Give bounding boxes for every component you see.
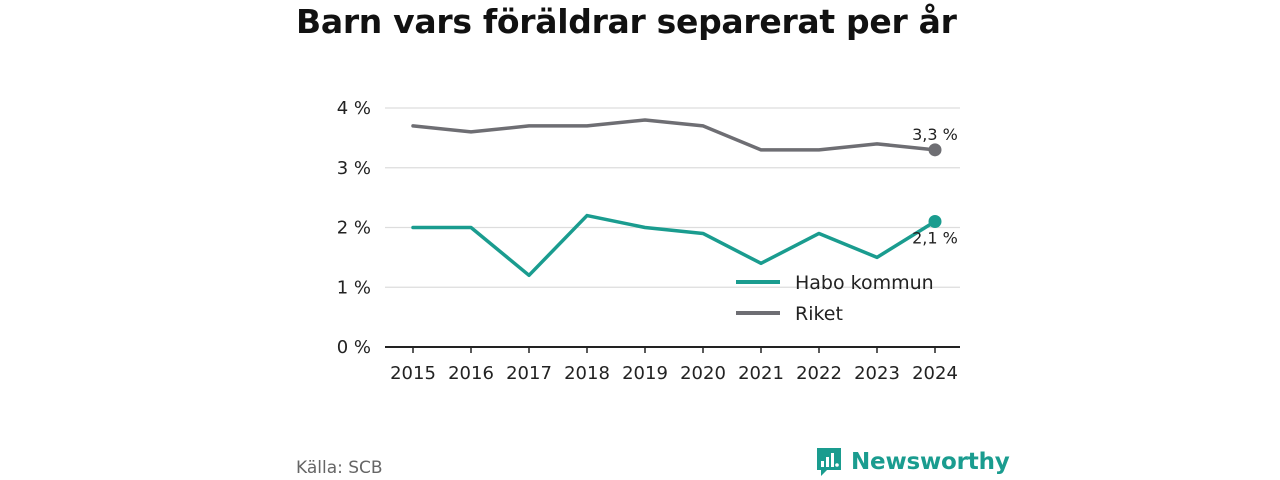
end-labels: 2,1 % 3,3 % <box>912 125 958 248</box>
x-tick-label: 2016 <box>448 363 494 384</box>
x-tick-label: 2015 <box>390 363 436 384</box>
x-tick-label: 2024 <box>912 363 958 384</box>
x-tick-label: 2019 <box>622 363 668 384</box>
end-label: 2,1 % <box>912 229 958 248</box>
x-tick-label: 2021 <box>738 363 784 384</box>
x-tick-label: 2023 <box>854 363 900 384</box>
end-point-2 <box>928 143 942 157</box>
y-tick-label: 0 % <box>337 337 371 358</box>
legend: Habo kommun Riket <box>736 272 934 325</box>
y-axis-tick-labels: 0 % 1 % 2 % 3 % 4 % <box>337 98 371 358</box>
x-axis: 2015 2016 2017 2018 2019 2020 2021 2022 2023 2024 <box>385 346 960 384</box>
y-tick-label: 1 % <box>337 277 371 298</box>
series-lines <box>411 118 942 278</box>
x-tick-label: 2020 <box>680 363 726 384</box>
end-point-1 <box>928 215 942 229</box>
series-line-2 <box>411 118 937 152</box>
y-tick-label: 4 % <box>337 98 371 119</box>
brand-name: Newsworthy <box>851 449 1010 475</box>
x-tick-label: 2018 <box>564 363 610 384</box>
x-tick-label: 2017 <box>506 363 552 384</box>
source-note: Källa: SCB <box>296 458 383 478</box>
x-tick-label: 2022 <box>796 363 842 384</box>
y-tick-label: 3 % <box>337 158 371 179</box>
chart-title: Barn vars föräldrar separerat per år <box>296 2 957 41</box>
end-label: 3,3 % <box>912 125 958 144</box>
newsworthy-logo-icon <box>817 448 841 476</box>
series-line-1 <box>411 213 937 278</box>
brand-logo: Newsworthy <box>815 446 1010 478</box>
grid-lines <box>385 107 960 288</box>
legend-label: Habo kommun <box>795 272 934 294</box>
legend-label: Riket <box>795 303 843 325</box>
y-tick-label: 2 % <box>337 218 371 239</box>
